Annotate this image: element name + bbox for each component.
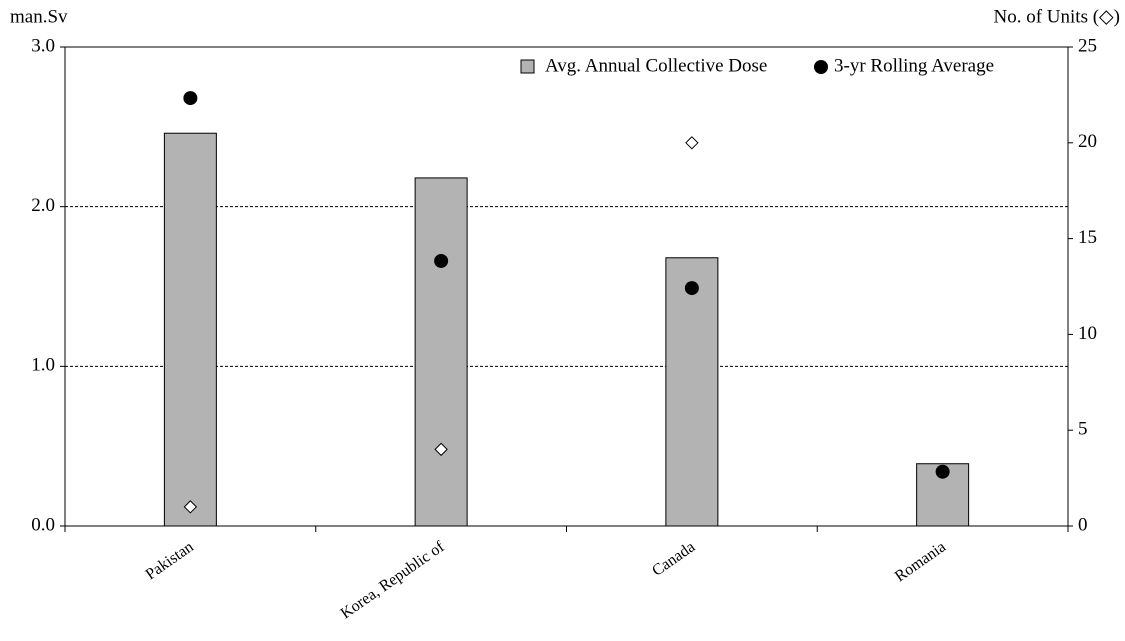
bar: [665, 257, 719, 527]
y2-tick-label: 0: [1078, 514, 1088, 535]
y2-tick-label: 15: [1078, 227, 1097, 248]
legend-swatch: [520, 59, 535, 74]
bar: [414, 177, 468, 527]
y2-tick-label: 20: [1078, 131, 1097, 152]
y-tick-label: 2.0: [31, 195, 55, 216]
legend-label: 3-yr Rolling Average: [834, 55, 994, 76]
x-tick-label: Korea, Republic of: [338, 538, 448, 622]
units-diamond: [183, 500, 198, 514]
rolling-average-dot: [434, 253, 449, 268]
y-axis-label: man.Sv: [10, 6, 68, 27]
y2-axis-label: No. of Units (◇): [994, 6, 1121, 27]
legend-swatch: [814, 60, 828, 74]
x-tick-label: Romania: [892, 538, 949, 585]
units-diamond: [685, 136, 699, 150]
y-tick-label: 0.0: [31, 514, 55, 535]
rolling-average-dot: [684, 281, 699, 296]
legend: Avg. Annual Collective Dose 3-yr Rolling…: [520, 55, 994, 76]
rolling-average-dot: [935, 464, 950, 479]
y2-tick-label: 10: [1078, 323, 1097, 344]
rolling-average-dot: [183, 91, 198, 106]
x-tick-label: Canada: [649, 538, 698, 579]
y-tick-label: 3.0: [31, 35, 55, 56]
x-tick-label: Pakistan: [143, 538, 197, 583]
y2-tick-label: 25: [1078, 35, 1097, 56]
units-diamond: [434, 442, 448, 457]
legend-label: Avg. Annual Collective Dose: [545, 55, 767, 76]
y-tick-label: 1.0: [31, 355, 55, 376]
bar: [163, 132, 217, 527]
y2-tick-label: 5: [1078, 419, 1088, 440]
